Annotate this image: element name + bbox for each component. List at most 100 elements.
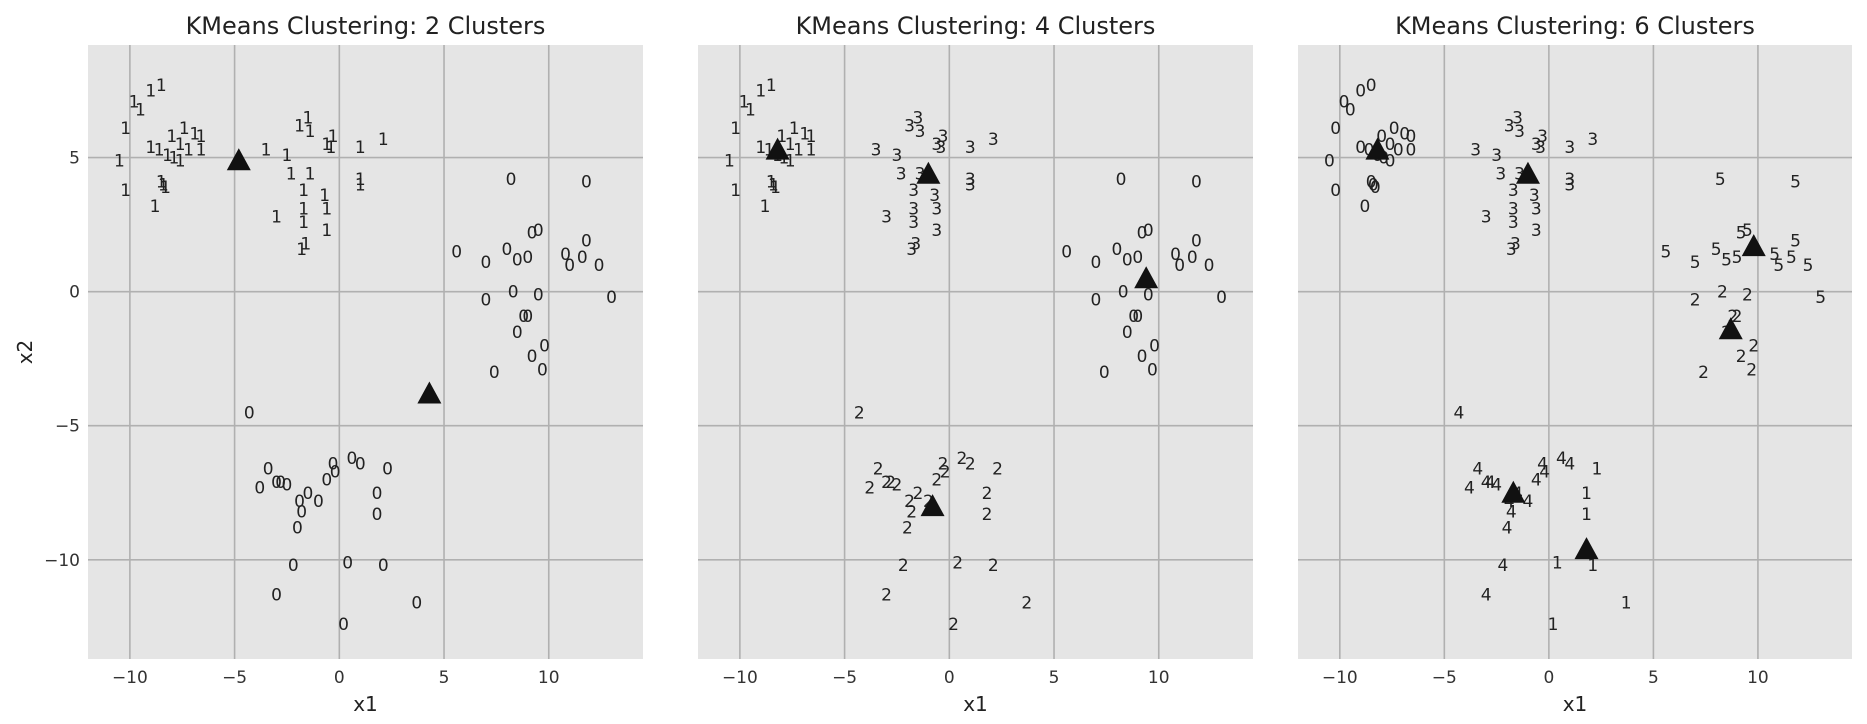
data-point-cluster-3: 3	[1508, 181, 1519, 201]
data-point-cluster-3: 3	[965, 138, 976, 158]
data-point-cluster-3: 3	[1495, 165, 1506, 185]
data-point-cluster-0: 0	[512, 250, 523, 270]
data-point-cluster-1: 1	[730, 119, 741, 139]
data-point-cluster-4: 4	[1531, 470, 1542, 490]
data-point-cluster-1: 1	[282, 146, 293, 166]
cluster-center-marker	[916, 161, 941, 184]
data-point-cluster-2: 2	[982, 505, 993, 525]
data-point-cluster-2: 2	[1742, 285, 1753, 305]
y-tick-label: −10	[44, 551, 80, 571]
data-point-cluster-0: 0	[506, 170, 517, 190]
data-point-cluster-1: 1	[319, 186, 330, 206]
data-point-cluster-0: 0	[1111, 240, 1122, 260]
data-point-cluster-0: 0	[606, 288, 617, 308]
data-point-cluster-1: 1	[305, 165, 316, 185]
data-point-cluster-0: 0	[1137, 347, 1148, 367]
data-point-cluster-5: 5	[1715, 170, 1726, 190]
data-point-cluster-0: 0	[1355, 82, 1366, 102]
data-point-cluster-1: 1	[321, 200, 332, 220]
data-point-cluster-3: 3	[896, 165, 907, 185]
data-point-cluster-0: 0	[1116, 170, 1127, 190]
data-point-cluster-2: 2	[1748, 336, 1759, 356]
data-point-cluster-1: 1	[298, 181, 309, 201]
data-point-cluster-2: 2	[1698, 363, 1709, 383]
data-point-cluster-1: 1	[296, 240, 307, 260]
cluster-center-marker	[1741, 234, 1766, 257]
y-tick-label: −5	[55, 417, 80, 437]
data-point-cluster-2: 2	[1736, 347, 1747, 367]
data-point-cluster-1: 1	[1621, 594, 1632, 614]
data-point-cluster-2: 2	[1732, 307, 1743, 327]
data-point-cluster-1: 1	[755, 138, 766, 158]
x-tick-label: 5	[1648, 668, 1659, 688]
data-point-cluster-1: 1	[785, 151, 796, 171]
data-point-cluster-1: 1	[145, 138, 156, 158]
data-point-cluster-0: 0	[244, 403, 255, 423]
data-point-cluster-1: 1	[175, 151, 186, 171]
data-point-cluster-1: 1	[355, 170, 366, 190]
data-point-cluster-1: 1	[768, 175, 779, 195]
data-point-cluster-1: 1	[1581, 484, 1592, 504]
x-tick-label: 10	[1747, 668, 1769, 688]
data-point-cluster-1: 1	[145, 82, 156, 102]
data-point-cluster-1: 1	[196, 141, 207, 161]
data-point-cluster-3: 3	[1470, 141, 1481, 161]
data-point-cluster-0: 0	[1132, 248, 1143, 268]
data-point-cluster-1: 1	[328, 127, 339, 147]
data-point-cluster-1: 1	[1587, 556, 1598, 576]
data-point-cluster-3: 3	[908, 213, 919, 233]
cluster-center-marker	[417, 381, 442, 404]
data-point-cluster-2: 2	[948, 615, 959, 635]
data-point-cluster-1: 1	[793, 141, 804, 161]
data-point-cluster-1: 1	[179, 119, 190, 139]
data-point-cluster-3: 3	[965, 175, 976, 195]
data-point-cluster-2: 2	[912, 484, 923, 504]
data-point-cluster-4: 4	[1537, 454, 1548, 474]
data-point-cluster-1: 1	[305, 122, 316, 142]
data-point-cluster-5: 5	[1736, 224, 1747, 244]
data-point-cluster-0: 0	[481, 253, 492, 273]
x-tick-label: 10	[1148, 668, 1170, 688]
data-point-cluster-0: 0	[372, 484, 383, 504]
cluster-center-marker	[1574, 537, 1599, 560]
data-point-cluster-0: 0	[1324, 151, 1335, 171]
data-point-cluster-3: 3	[931, 221, 942, 241]
cluster-center-marker	[1515, 161, 1540, 184]
data-point-cluster-1: 1	[150, 197, 161, 217]
data-point-cluster-0: 0	[481, 291, 492, 311]
data-point-cluster-0: 0	[533, 285, 544, 305]
data-point-cluster-0: 0	[263, 460, 274, 480]
data-point-cluster-2: 2	[988, 556, 999, 576]
data-point-cluster-5: 5	[1732, 248, 1743, 268]
data-point-cluster-0: 0	[1191, 232, 1202, 252]
data-points: 1111111111111111111111133333333333333333…	[724, 76, 1227, 635]
data-point-cluster-4: 4	[1506, 503, 1517, 523]
data-point-cluster-2: 2	[931, 470, 942, 490]
y-tick-label: 0	[69, 283, 80, 303]
data-point-cluster-0: 0	[1091, 253, 1102, 273]
data-point-cluster-1: 1	[114, 151, 125, 171]
data-point-cluster-3: 3	[1514, 122, 1525, 142]
data-point-cluster-3: 3	[1531, 221, 1542, 241]
data-point-cluster-3: 3	[1512, 108, 1523, 128]
data-point-cluster-0: 0	[1147, 360, 1158, 380]
y-tick-label: 5	[69, 149, 80, 169]
data-point-cluster-1: 1	[321, 135, 332, 155]
data-point-cluster-0: 0	[1330, 119, 1341, 139]
data-point-cluster-0: 0	[1330, 181, 1341, 201]
data-point-cluster-0: 0	[1405, 141, 1416, 161]
data-point-cluster-0: 0	[292, 519, 303, 539]
data-point-cluster-1: 1	[156, 76, 167, 96]
data-point-cluster-0: 0	[372, 505, 383, 525]
data-point-cluster-0: 0	[1137, 224, 1148, 244]
data-point-cluster-0: 0	[522, 248, 533, 268]
data-point-cluster-1: 1	[166, 127, 177, 147]
data-point-cluster-0: 0	[1187, 248, 1198, 268]
data-point-cluster-4: 4	[1454, 403, 1465, 423]
cluster-centers	[226, 148, 442, 404]
data-point-cluster-0: 0	[564, 256, 575, 276]
data-point-cluster-3: 3	[929, 186, 940, 206]
data-point-cluster-3: 3	[910, 234, 921, 254]
data-point-cluster-3: 3	[1506, 240, 1517, 260]
data-point-cluster-1: 1	[755, 82, 766, 102]
